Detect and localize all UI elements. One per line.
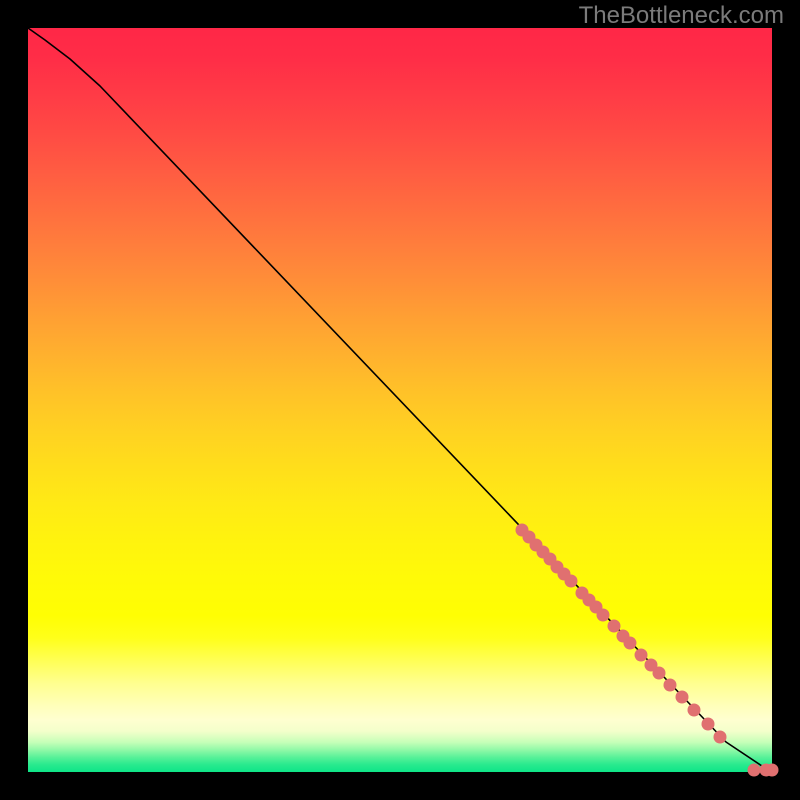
scatter-marker: [702, 718, 715, 731]
scatter-marker: [664, 679, 677, 692]
chart-overlay-svg: [0, 0, 800, 800]
scatter-markers: [516, 524, 779, 777]
curve-line: [28, 28, 772, 770]
watermark-text: TheBottleneck.com: [579, 2, 784, 30]
scatter-marker: [597, 609, 610, 622]
scatter-marker: [688, 704, 701, 717]
scatter-marker: [608, 620, 621, 633]
scatter-marker: [748, 764, 761, 777]
scatter-marker: [653, 667, 666, 680]
scatter-marker: [714, 731, 727, 744]
scatter-marker: [624, 637, 637, 650]
scatter-marker: [766, 764, 779, 777]
scatter-marker: [565, 575, 578, 588]
scatter-marker: [635, 649, 648, 662]
scatter-marker: [676, 691, 689, 704]
